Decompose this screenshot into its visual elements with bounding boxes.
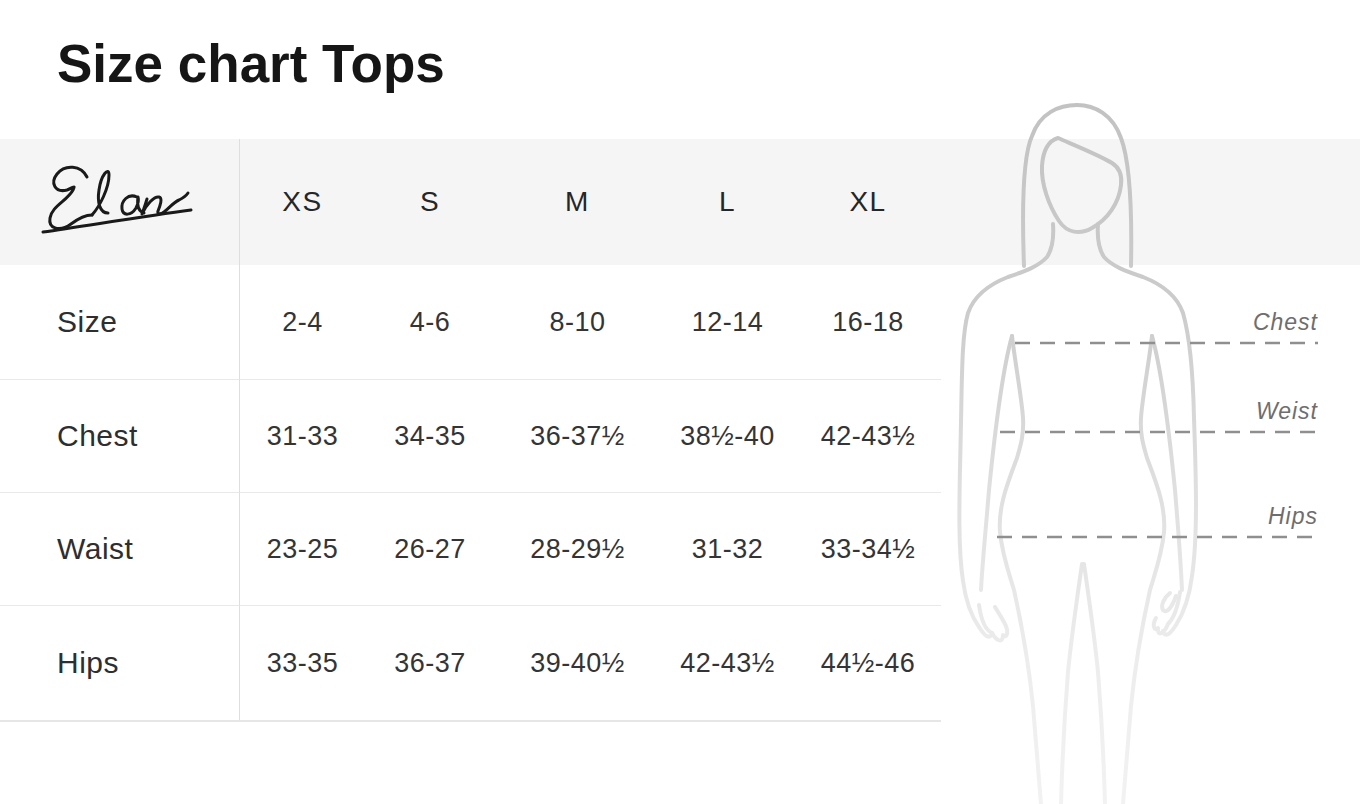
signature-letter-a [121, 196, 143, 214]
size-xs-value: 2-4 [240, 265, 365, 379]
figure-hair [1023, 105, 1131, 266]
waist-xl-value: 33-34½ [795, 492, 941, 605]
column-header-xl: XL [795, 139, 941, 265]
row-label-hips: Hips [0, 605, 240, 720]
chest-xl-value: 42-43½ [795, 379, 941, 492]
brand-logo-cell [0, 139, 240, 265]
hips-measure-label: Hips [1268, 503, 1318, 529]
figure-right-inner-arm [1152, 336, 1182, 590]
size-m-value: 8-10 [495, 265, 660, 379]
figure-right-thumb [1162, 593, 1176, 611]
hips-xl-value: 44½-46 [795, 605, 941, 720]
hips-s-value: 36-37 [365, 605, 495, 720]
chest-measure-label: Chest [1253, 309, 1319, 335]
waist-l-value: 31-32 [660, 492, 795, 605]
column-header-l: L [660, 139, 795, 265]
figure-left-arm [959, 224, 1053, 637]
size-chart-table: XS S M L XL Size 2-4 4-6 8-10 12-14 16-1… [0, 139, 941, 722]
figure-left-inner-arm [981, 336, 1012, 590]
column-header-s: S [365, 139, 495, 265]
signature-letter-l [92, 171, 109, 215]
chest-m-value: 36-37½ [495, 379, 660, 492]
hips-m-value: 39-40½ [495, 605, 660, 720]
figure-face [1042, 138, 1121, 232]
chest-s-value: 34-35 [365, 379, 495, 492]
signature-letter-e [49, 167, 91, 228]
hips-l-value: 42-43½ [660, 605, 795, 720]
figure-left-torso-leg [1000, 336, 1041, 804]
body-measurement-figure: Chest Weist Hips [940, 100, 1360, 804]
size-xl-value: 16-18 [795, 265, 941, 379]
column-header-m: M [495, 139, 660, 265]
waist-m-value: 28-29½ [495, 492, 660, 605]
page-title: Size chart Tops [57, 33, 445, 94]
chest-xs-value: 31-33 [240, 379, 365, 492]
size-s-value: 4-6 [365, 265, 495, 379]
hips-xs-value: 33-35 [240, 605, 365, 720]
woman-silhouette-icon: Chest Weist Hips [940, 100, 1360, 804]
column-header-xs: XS [240, 139, 365, 265]
row-label-size: Size [0, 265, 240, 379]
size-l-value: 12-14 [660, 265, 795, 379]
chest-l-value: 38½-40 [660, 379, 795, 492]
signature-underline [43, 210, 191, 232]
waist-measure-label: Weist [1256, 398, 1319, 424]
elan-signature-logo [40, 162, 200, 242]
waist-xs-value: 23-25 [240, 492, 365, 605]
row-label-chest: Chest [0, 379, 240, 492]
waist-s-value: 26-27 [365, 492, 495, 605]
figure-right-inner-leg [1084, 564, 1105, 804]
figure-left-inner-leg [1061, 564, 1082, 804]
row-label-waist: Waist [0, 492, 240, 605]
figure-right-torso-leg [1123, 336, 1164, 804]
